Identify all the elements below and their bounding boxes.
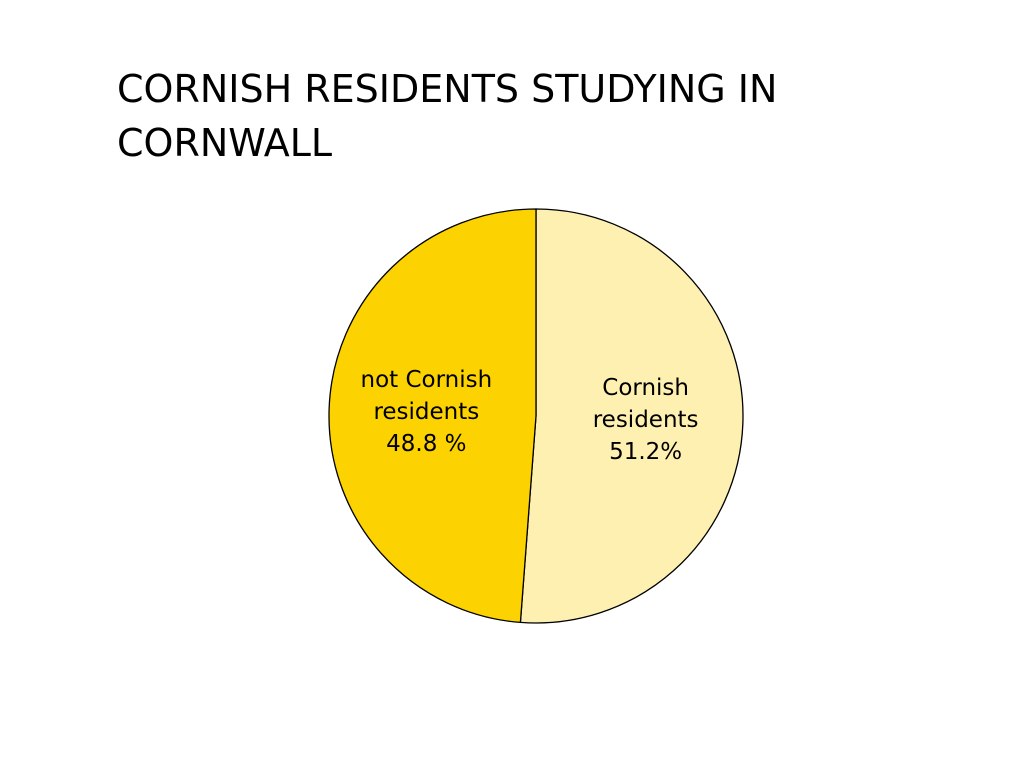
pie-slice	[519, 208, 744, 624]
slice-category: not Cornish residents	[360, 366, 493, 425]
pie-slice	[328, 208, 537, 624]
slice-label: not Cornish residents 48.8 %	[341, 364, 511, 460]
chart-title: CORNISH RESIDENTS STUDYING IN CORNWALL	[117, 67, 778, 165]
slice-label: Cornish residents 51.2%	[561, 372, 731, 468]
slice-value: 48.8 %	[386, 430, 467, 457]
slice-category: Cornish residents	[592, 375, 699, 434]
slice-value: 51.2%	[609, 439, 683, 466]
